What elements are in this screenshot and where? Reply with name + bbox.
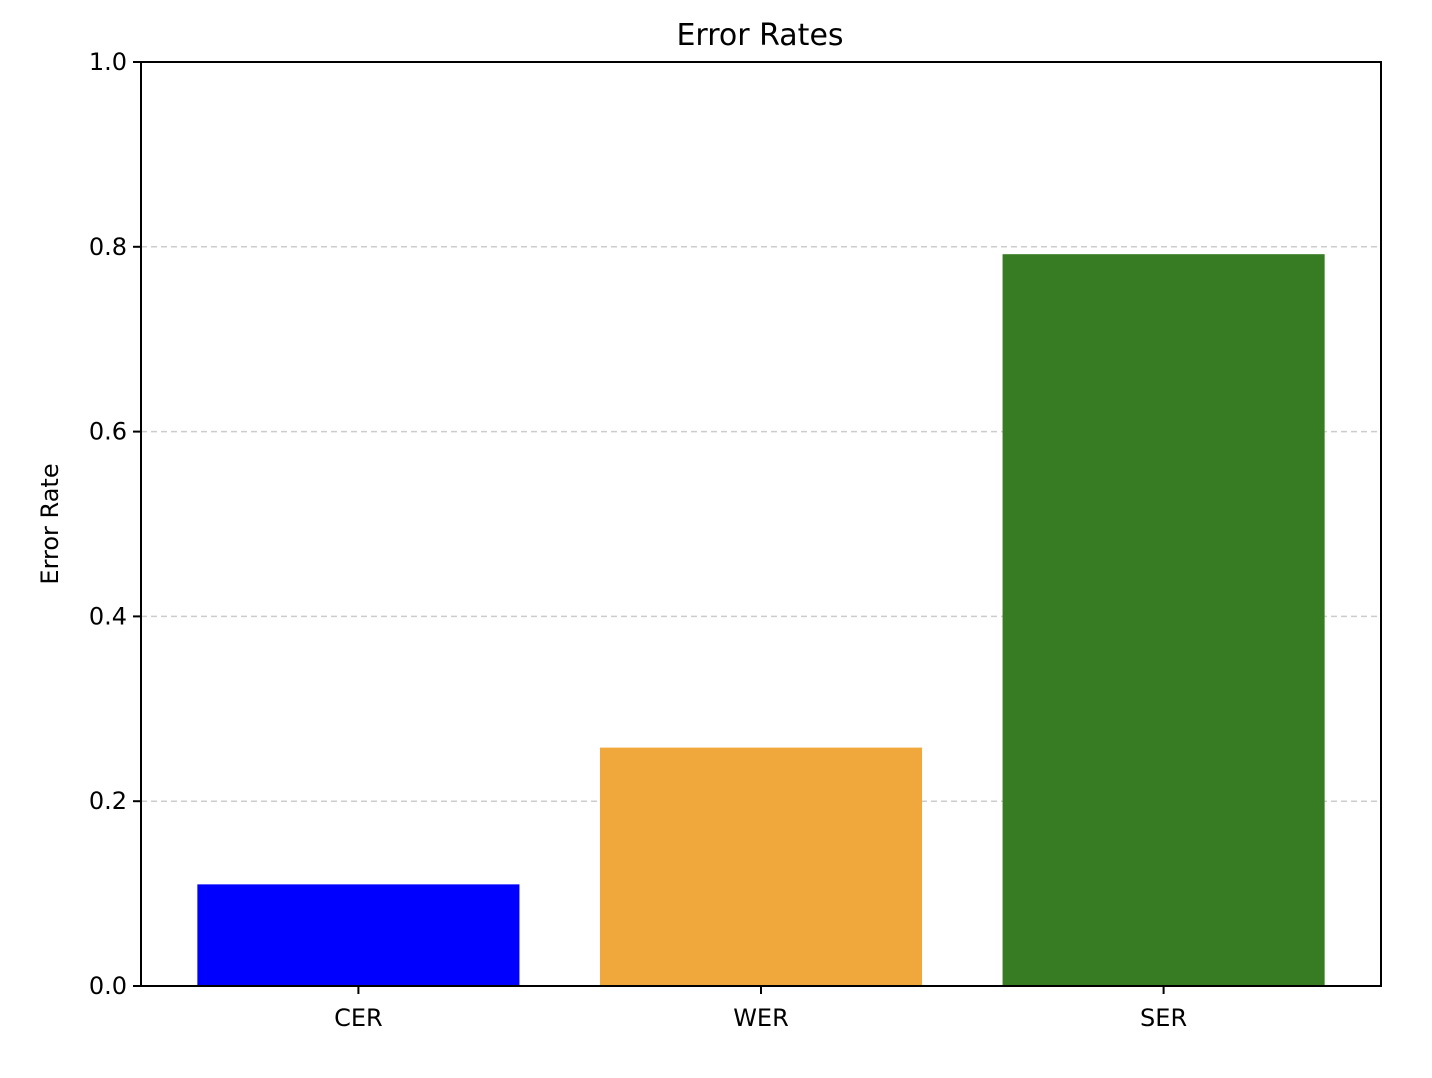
bars	[197, 254, 1325, 986]
chart-title: Error Rates	[676, 18, 843, 53]
bar-ser	[1002, 254, 1325, 986]
bar-wer	[599, 747, 923, 986]
y-axis-label: Error Rate	[36, 463, 64, 584]
y-tick-label: 0.2	[89, 787, 127, 815]
y-tick-label: 1.0	[89, 48, 127, 76]
x-tick-label: WER	[733, 1004, 789, 1032]
x-tick-label: SER	[1140, 1004, 1187, 1032]
x-tick-label: CER	[334, 1004, 383, 1032]
y-axis-ticks: 0.0 0.2 0.4 0.6 0.8 1.0	[89, 48, 141, 1000]
y-tick-label: 0.4	[89, 602, 127, 630]
y-tick-label: 0.0	[89, 972, 127, 1000]
bar-cer	[197, 884, 520, 986]
y-tick-label: 0.6	[89, 418, 127, 446]
x-axis-ticks: CER WER SER	[334, 986, 1187, 1032]
y-tick-label: 0.8	[89, 233, 127, 261]
